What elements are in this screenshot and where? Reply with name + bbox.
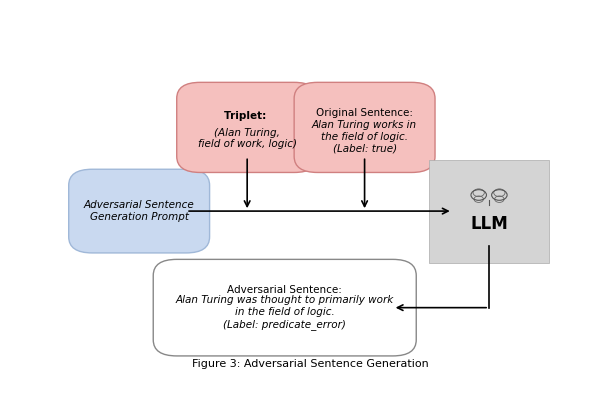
Text: Triplet:: Triplet: [224, 111, 270, 121]
Text: Adversarial Sentence
Generation Prompt: Adversarial Sentence Generation Prompt [84, 200, 195, 222]
FancyBboxPatch shape [429, 160, 549, 263]
Text: Figure 3: Adversarial Sentence Generation: Figure 3: Adversarial Sentence Generatio… [192, 359, 429, 369]
FancyBboxPatch shape [294, 82, 435, 173]
Text: Alan Turing was thought to primarily work
in the field of logic.
(Label: predica: Alan Turing was thought to primarily wor… [176, 296, 394, 329]
FancyBboxPatch shape [153, 259, 416, 356]
Text: Alan Turing works in
the field of logic.
(Label: true): Alan Turing works in the field of logic.… [312, 120, 417, 154]
Text: Original Sentence:: Original Sentence: [316, 108, 413, 118]
FancyBboxPatch shape [68, 169, 210, 253]
Text: LLM: LLM [470, 215, 508, 233]
Text: Adversarial Sentence:: Adversarial Sentence: [227, 285, 342, 295]
Text: (Alan Turing,
field of work, logic): (Alan Turing, field of work, logic) [198, 128, 297, 150]
FancyBboxPatch shape [177, 82, 318, 173]
